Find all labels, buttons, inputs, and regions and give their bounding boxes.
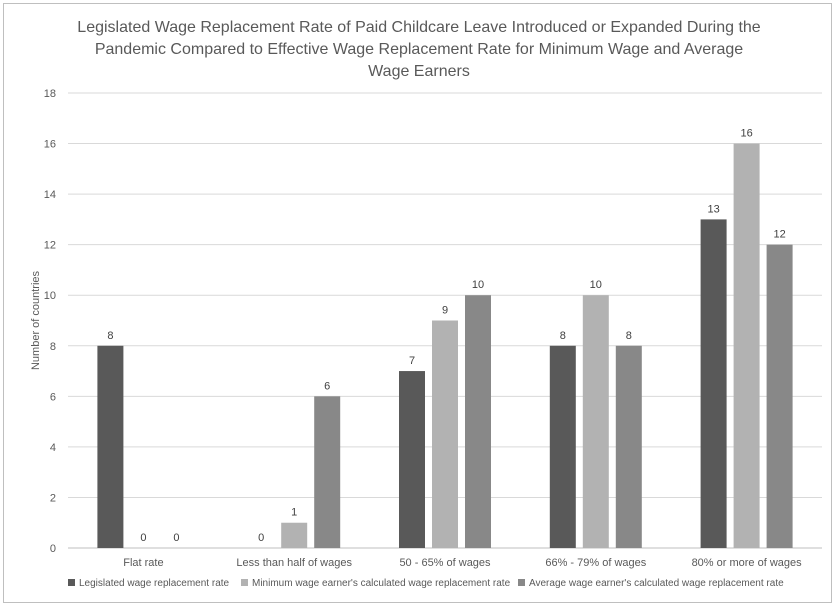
data-label: 0: [173, 532, 179, 544]
data-label: 13: [707, 203, 719, 215]
legend-label: Minimum wage earner's calculated wage re…: [252, 578, 511, 589]
y-tick-label: 10: [44, 290, 56, 302]
legend-swatch: [241, 579, 248, 586]
y-axis-title: Number of countries: [30, 270, 42, 370]
chart-title-line: Pandemic Compared to Effective Wage Repl…: [95, 41, 743, 58]
data-label: 9: [442, 305, 448, 317]
bar: [582, 295, 609, 548]
bar: [615, 345, 642, 548]
y-tick-label: 18: [44, 88, 56, 100]
y-tick-label: 2: [50, 492, 56, 504]
y-tick-label: 6: [50, 391, 56, 403]
data-label: 8: [560, 330, 566, 342]
data-label: 10: [590, 279, 602, 291]
legend-label: Average wage earner's calculated wage re…: [529, 578, 784, 589]
chart-title-line: Wage Earners: [368, 63, 470, 80]
bars: [97, 143, 793, 549]
x-category-label: 66% - 79% of wages: [545, 557, 646, 569]
y-axis-title: Number of countries: [30, 270, 42, 370]
y-tick-label: 14: [44, 189, 56, 201]
legend-item: Minimum wage earner's calculated wage re…: [241, 578, 511, 589]
bar: [97, 345, 124, 548]
data-label: 12: [773, 229, 785, 241]
bar: [465, 295, 491, 548]
chart-title: Legislated Wage Replacement Rate of Paid…: [77, 19, 760, 80]
y-axis-ticks: 0 2 4 6 8 10 12 14 16 18: [44, 88, 56, 555]
bar: [700, 219, 727, 548]
y-tick-label: 4: [50, 442, 56, 454]
data-label: 6: [324, 380, 330, 392]
data-label: 10: [472, 279, 484, 291]
legend-label: Legislated wage replacement rate: [79, 578, 230, 589]
data-label: 7: [409, 355, 415, 367]
y-tick-label: 16: [44, 139, 56, 151]
bar: [549, 345, 576, 548]
data-label: 1: [291, 507, 297, 519]
bar: [399, 371, 425, 548]
bar: [766, 244, 793, 548]
x-category-label: Less than half of wages: [236, 557, 352, 569]
data-label: 0: [140, 532, 146, 544]
legend: Legislated wage replacement rate Minimum …: [68, 578, 784, 589]
x-category-label: 50 - 65% of wages: [399, 557, 491, 569]
bar: [733, 143, 760, 549]
data-label: 8: [107, 330, 113, 342]
legend-swatch: [518, 579, 525, 586]
y-tick-label: 12: [44, 240, 56, 252]
x-category-label: Flat rate: [123, 557, 163, 569]
legend-item: Average wage earner's calculated wage re…: [518, 578, 784, 589]
data-label: 0: [258, 532, 264, 544]
data-label: 8: [626, 330, 632, 342]
data-label: 16: [740, 128, 752, 140]
bar: [314, 396, 341, 548]
gridlines: [68, 92, 822, 549]
chart-title-line: Legislated Wage Replacement Rate of Paid…: [77, 19, 760, 36]
y-tick-label: 8: [50, 341, 56, 353]
x-axis-categories: Flat rate Less than half of wages 50 - 65%…: [123, 557, 802, 569]
bar: [432, 320, 458, 548]
x-category-label: 80% or more of wages: [692, 557, 803, 569]
legend-item: Legislated wage replacement rate: [68, 578, 230, 589]
bar: [281, 522, 308, 548]
y-tick-label: 0: [50, 543, 56, 555]
legend-swatch: [68, 579, 75, 586]
